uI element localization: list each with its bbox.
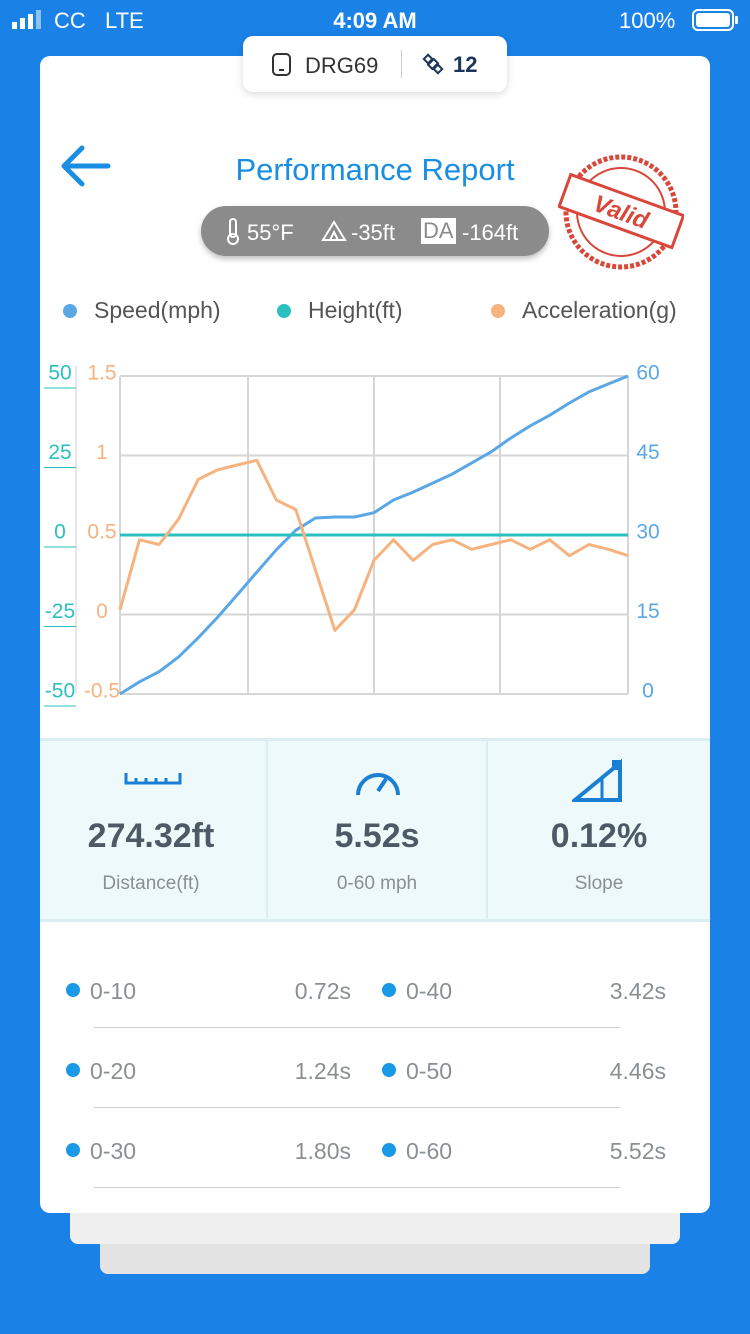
valid-stamp: Valid [558,154,684,270]
device-icon [272,53,291,76]
stat-label: Distance(ft) [102,873,200,894]
split-dot [66,1063,80,1077]
y-tick-label: 1 [96,441,108,464]
row-divider [94,1027,620,1028]
page-title: Performance Report [235,152,515,187]
battery-level: 100% [619,8,676,33]
elevation-icon [321,220,347,241]
y-tick-label: 50 [48,362,71,385]
satellite-count: 12 [453,52,478,77]
battery-icon [692,9,738,31]
y-tick-label: 60 [636,362,659,385]
split-time: 1.24s [294,1058,351,1084]
y-tick-label: -50 [45,680,75,703]
y-tick-label: -0.5 [84,680,120,703]
ruler-icon [124,773,182,785]
series-line [119,374,629,696]
conditions-pill: 55°F -35ft DA -164ft [201,206,549,256]
split-time: 1.80s [294,1138,351,1164]
split-time: 0.72s [294,978,351,1004]
split-label: 0-50 [406,1058,453,1084]
legend-dot [63,304,77,318]
row-divider [94,1107,620,1108]
row-divider [94,1187,620,1188]
stats-panel: 274.32ft Distance(ft) 5.52s 0-60 mph 0.1… [40,738,710,922]
device-chip[interactable]: DRG69 12 [243,36,507,92]
stat-label: Slope [574,873,624,894]
split-label: 0-20 [90,1058,137,1084]
split-label: 0-40 [406,978,453,1004]
y-tick-label: 0.5 [87,521,116,544]
stat-time: 5.52s 0-60 mph [266,741,488,919]
thermometer-icon [227,218,239,245]
y-tick-label: 45 [636,441,659,464]
signal-icon [12,10,41,29]
split-dot [382,1063,396,1077]
y-tick-label: 1.5 [87,362,116,385]
split-dot [66,1143,80,1157]
split-label: 0-30 [90,1138,137,1164]
device-id: DRG69 [305,53,379,78]
slope-icon [572,758,622,802]
elevation: -35ft [351,220,396,245]
split-time: 3.42s [609,978,666,1004]
y-tick-label: 0 [54,521,66,544]
y-tick-label: 25 [48,441,71,464]
chart: -50 -25 0 25 50 -0.5 0 0.5 1 1.5 0 15 30 45 60 Speed(mp… [44,297,677,707]
series-line [118,458,629,632]
gauge-icon [356,773,400,796]
stat-value: 0.12% [550,817,648,855]
satellite-icon [422,53,444,75]
y-tick-label: 30 [636,521,659,544]
stat-slope: 0.12% Slope [488,741,710,919]
stat-label: 0-60 mph [336,873,418,894]
network: LTE [105,8,144,33]
legend-label: Acceleration(g) [522,297,677,323]
split-dot [66,983,80,997]
da-badge: DA [421,218,456,244]
legend-dot [277,304,291,318]
legend-dot [491,304,505,318]
stat-value: 5.52s [334,817,420,855]
divider [266,741,268,919]
split-label: 0-60 [406,1138,453,1164]
split-label: 0-10 [90,978,137,1004]
split-dot [382,983,396,997]
legend-label: Height(ft) [308,297,403,323]
split-dot [382,1143,396,1157]
divider [401,50,402,78]
density-altitude: -164ft [462,220,519,245]
split-time: 5.52s [609,1138,666,1164]
y-tick-label: 0 [96,600,108,623]
y-tick-label: 15 [636,600,659,623]
back-button[interactable] [58,144,112,188]
temperature: 55°F [247,220,294,245]
split-time: 4.46s [609,1058,666,1084]
y-tick-label: 0 [642,680,654,703]
legend-label: Speed(mph) [94,297,221,323]
time: 4:09 AM [333,8,417,33]
stat-distance: 274.32ft Distance(ft) [40,741,262,919]
y-tick-label: -25 [45,600,75,623]
divider [486,741,488,919]
carrier: CC [54,8,86,33]
stat-value: 274.32ft [87,817,215,855]
